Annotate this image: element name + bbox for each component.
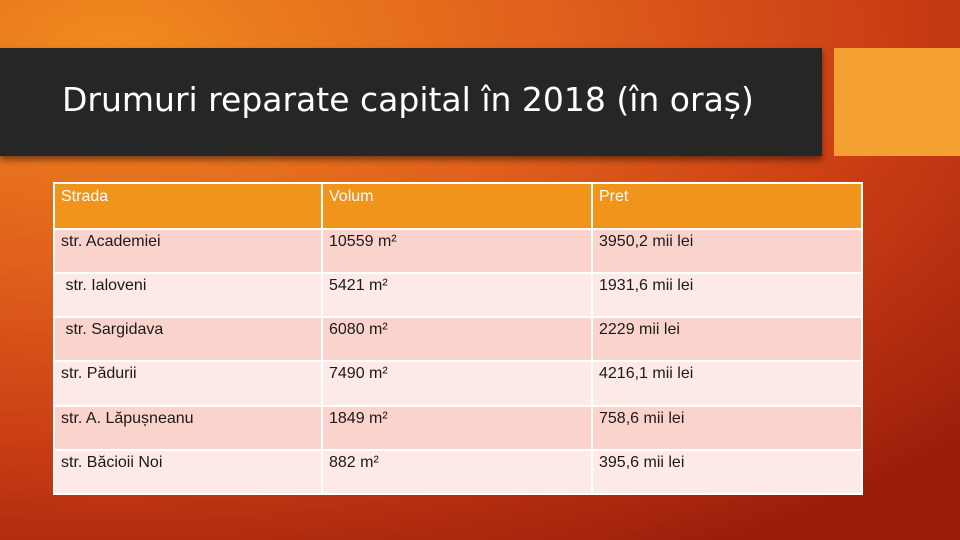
- header-pret: Pret: [591, 182, 863, 230]
- cell-pret: 2229 mii lei: [591, 316, 863, 363]
- cell-volum: 6080 m²: [321, 316, 593, 363]
- cell-volum: 1849 m²: [321, 404, 593, 451]
- data-table-container: Strada Volum Pret str. Academiei 10559 m…: [53, 182, 863, 496]
- slide-title: Drumuri reparate capital în 2018 (în ora…: [62, 80, 754, 119]
- accent-block: [834, 48, 960, 156]
- cell-strada: str. Ialoveni: [53, 272, 323, 319]
- table-row: str. A. Lăpușneanu 1849 m² 758,6 mii lei: [53, 404, 863, 451]
- table-row: str. Sargidava 6080 m² 2229 mii lei: [53, 316, 863, 363]
- cell-volum: 882 m²: [321, 448, 593, 496]
- table-row: str. Academiei 10559 m² 3950,2 mii lei: [53, 227, 863, 275]
- cell-volum: 7490 m²: [321, 360, 593, 407]
- cell-strada: str. Sargidava: [53, 316, 323, 363]
- cell-strada: str. Băcioii Noi: [53, 448, 323, 496]
- cell-pret: 3950,2 mii lei: [591, 227, 863, 275]
- cell-pret: 1931,6 mii lei: [591, 272, 863, 319]
- cell-pret: 395,6 mii lei: [591, 448, 863, 496]
- title-bar: [0, 48, 822, 156]
- table-row: str. Ialoveni 5421 m² 1931,6 mii lei: [53, 272, 863, 319]
- table-header-row: Strada Volum Pret: [53, 182, 863, 230]
- cell-pret: 4216,1 mii lei: [591, 360, 863, 407]
- table-row: str. Băcioii Noi 882 m² 395,6 mii lei: [53, 448, 863, 496]
- data-table: Strada Volum Pret str. Academiei 10559 m…: [53, 182, 863, 496]
- header-volum: Volum: [321, 182, 593, 230]
- cell-volum: 5421 m²: [321, 272, 593, 319]
- table-row: str. Pădurii 7490 m² 4216,1 mii lei: [53, 360, 863, 407]
- cell-strada: str. Pădurii: [53, 360, 323, 407]
- cell-volum: 10559 m²: [321, 227, 593, 275]
- header-strada: Strada: [53, 182, 323, 230]
- cell-strada: str. A. Lăpușneanu: [53, 404, 323, 451]
- cell-pret: 758,6 mii lei: [591, 404, 863, 451]
- cell-strada: str. Academiei: [53, 227, 323, 275]
